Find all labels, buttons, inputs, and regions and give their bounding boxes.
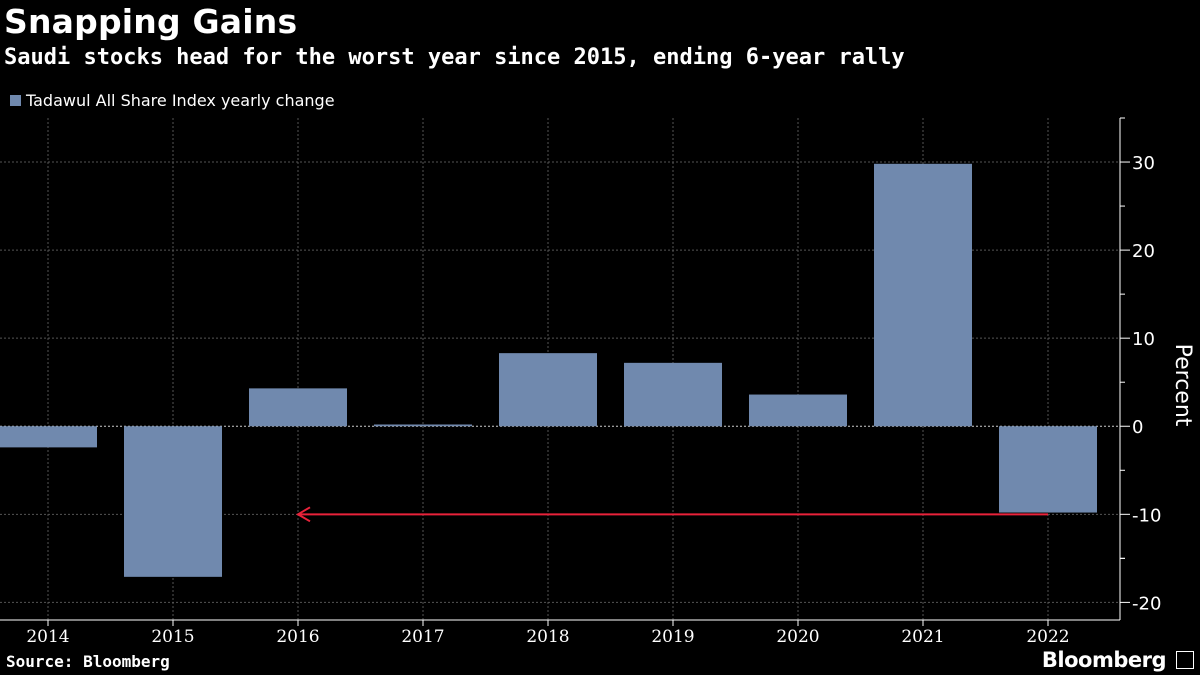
x-tick-label: 2017 xyxy=(401,627,444,647)
bloomberg-terminal-icon xyxy=(1176,651,1194,669)
x-tick-label: 2019 xyxy=(651,627,694,647)
y-tick-label: -20 xyxy=(1132,593,1161,614)
y-tick-label: 20 xyxy=(1132,241,1155,262)
bar-2017 xyxy=(374,424,472,427)
bar-2016 xyxy=(249,388,347,427)
source-note: Source: Bloomberg xyxy=(6,652,170,671)
bar-2018 xyxy=(499,353,597,427)
bar-2021 xyxy=(874,163,972,427)
brand-logo: Bloomberg xyxy=(1041,648,1167,672)
x-tick-label: 2015 xyxy=(151,627,194,647)
x-tick-label: 2016 xyxy=(276,627,319,647)
bar-2020 xyxy=(749,394,847,427)
x-tick-label: 2022 xyxy=(1026,627,1069,647)
legend: Tadawul All Share Index yearly change xyxy=(10,91,335,110)
chart-subtitle: Saudi stocks head for the worst year sin… xyxy=(4,45,905,70)
y-tick-label: 10 xyxy=(1132,329,1155,350)
x-tick-label: 2018 xyxy=(526,627,569,647)
x-tick-label: 2014 xyxy=(26,627,69,647)
bar-2015 xyxy=(124,426,222,577)
x-tick-label: 2021 xyxy=(901,627,944,647)
y-tick-label: 30 xyxy=(1132,153,1155,174)
bar-2014 xyxy=(0,426,97,448)
y-tick-label: 0 xyxy=(1132,417,1143,438)
chart-title: Snapping Gains xyxy=(4,2,298,41)
y-tick-label: -10 xyxy=(1132,505,1161,526)
y-axis-label: Percent xyxy=(1170,344,1195,427)
bar-2022 xyxy=(999,426,1097,513)
legend-swatch xyxy=(10,95,21,106)
annotation-arrowhead xyxy=(296,506,311,523)
legend-label: Tadawul All Share Index yearly change xyxy=(26,91,335,110)
x-tick-label: 2020 xyxy=(776,627,819,647)
bar-2019 xyxy=(624,362,722,427)
